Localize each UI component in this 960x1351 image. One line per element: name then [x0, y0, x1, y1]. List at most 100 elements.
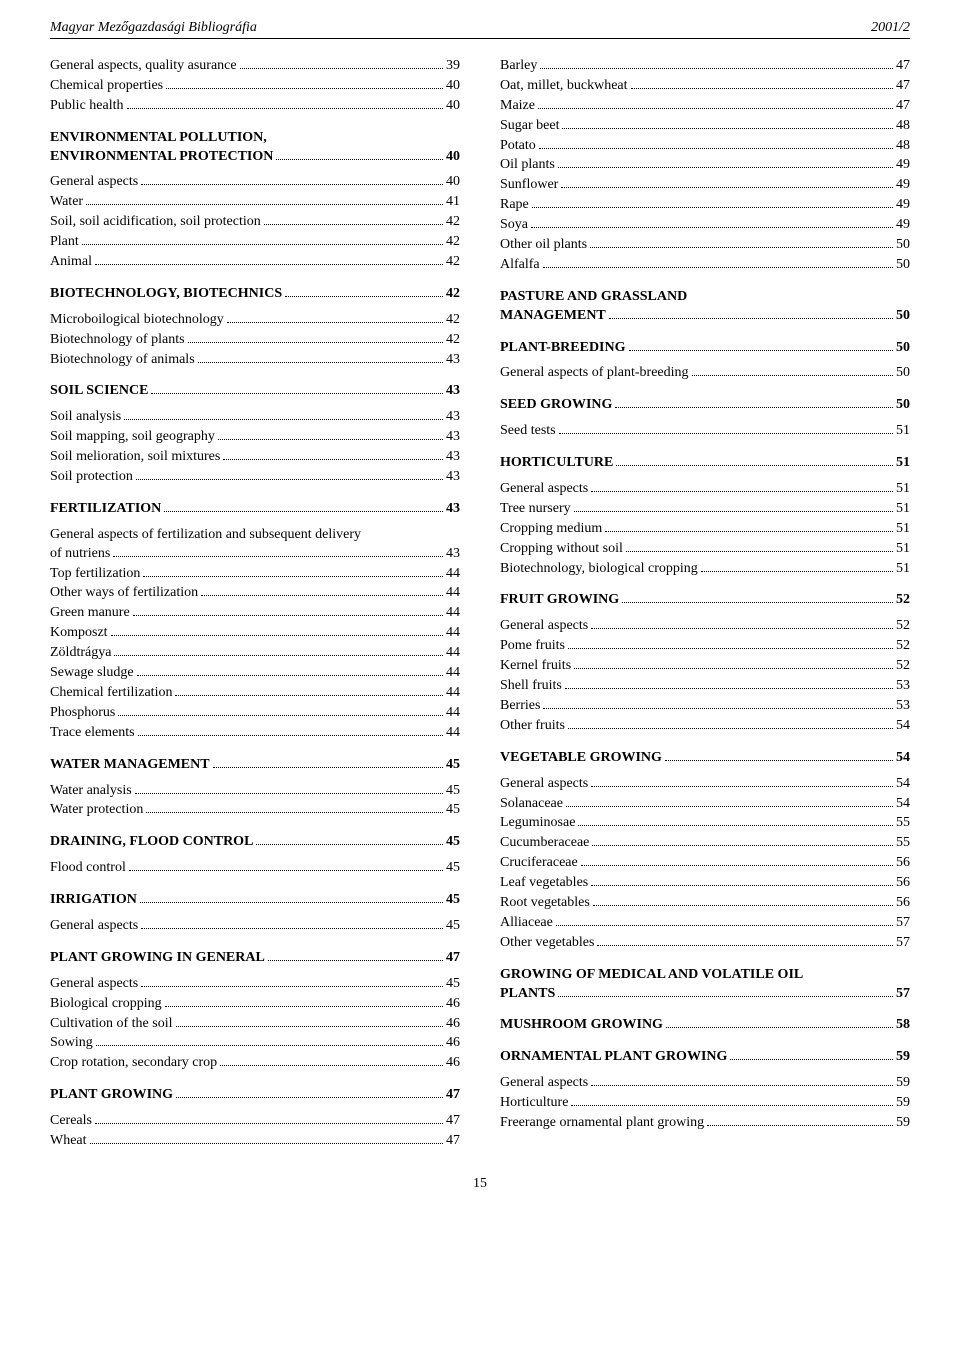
toc-page-number: 57	[896, 985, 910, 1004]
page-number: 15	[50, 1176, 910, 1192]
toc-entry: Animal42	[50, 253, 460, 272]
toc-label: Sewage sludge	[50, 664, 134, 683]
toc-entry: Pome fruits52	[500, 637, 910, 656]
toc-label: Biological cropping	[50, 995, 162, 1014]
header-right: 2001/2	[871, 20, 910, 36]
toc-page-number: 56	[896, 874, 910, 893]
toc-leader-dots	[565, 688, 893, 689]
toc-page-number: 43	[446, 408, 460, 427]
toc-page-number: 56	[896, 894, 910, 913]
toc-page-number: 43	[446, 500, 460, 519]
toc-page-number: 43	[446, 468, 460, 487]
toc-page-number: 51	[896, 480, 910, 499]
toc-entry: General aspects of plant-breeding50	[500, 364, 910, 383]
toc-right-column: Barley47Oat, millet, buckwheat47Maize47S…	[500, 57, 910, 1152]
toc-page-number: 45	[446, 859, 460, 878]
toc-entry: Other vegetables57	[500, 934, 910, 953]
toc-page-number: 40	[446, 77, 460, 96]
toc-label: SOIL SCIENCE	[50, 382, 148, 401]
toc-label: Animal	[50, 253, 92, 272]
spacer	[500, 954, 910, 966]
toc-leader-dots	[626, 551, 893, 552]
toc-page-number: 50	[896, 339, 910, 358]
toc-label: Zöldtrágya	[50, 644, 111, 663]
toc-entry: WATER MANAGEMENT45	[50, 756, 460, 775]
toc-leader-dots	[198, 362, 443, 363]
toc-leader-dots	[532, 207, 893, 208]
toc-leader-dots	[201, 595, 443, 596]
toc-entry: Soil, soil acidification, soil protectio…	[50, 213, 460, 232]
spacer	[50, 370, 460, 382]
toc-label: Biotechnology of plants	[50, 331, 185, 350]
toc-entry: Root vegetables56	[500, 894, 910, 913]
toc-leader-dots	[692, 375, 893, 376]
toc-label: Solanaceae	[500, 795, 563, 814]
toc-entry: Chemical fertilization44	[50, 684, 460, 703]
toc-label: Water protection	[50, 801, 143, 820]
toc-label: Other oil plants	[500, 236, 587, 255]
toc-page-number: 45	[446, 833, 460, 852]
toc-page-number: 59	[896, 1048, 910, 1067]
toc-page-number: 45	[446, 891, 460, 910]
toc-label: Pome fruits	[500, 637, 565, 656]
spacer	[50, 937, 460, 949]
toc-label: General aspects, quality asurance	[50, 57, 237, 76]
toc-page-number: 49	[896, 176, 910, 195]
toc-label: Tree nursery	[500, 500, 571, 519]
toc-entry: Crop rotation, secondary crop 46	[50, 1054, 460, 1073]
toc-leader-dots	[571, 1105, 893, 1106]
toc-entry: Biotechnology of animals43	[50, 351, 460, 370]
toc-label: Water analysis	[50, 782, 132, 801]
toc-leader-dots	[176, 1026, 444, 1027]
toc-leader-dots	[701, 571, 893, 572]
toc-leader-dots	[591, 491, 893, 492]
toc-entry: Seed tests51	[500, 422, 910, 441]
toc-label: Other vegetables	[500, 934, 594, 953]
toc-page-number: 52	[896, 617, 910, 636]
toc-label: Cucumberaceae	[500, 834, 589, 853]
toc-label: Soil mapping, soil geography	[50, 428, 215, 447]
toc-entry: Soya49	[500, 216, 910, 235]
toc-label: Water	[50, 193, 83, 212]
spacer	[50, 744, 460, 756]
toc-page-number: 45	[446, 975, 460, 994]
toc-page-number: 46	[446, 1054, 460, 1073]
toc-page-number: 59	[896, 1114, 910, 1133]
toc-leader-dots	[223, 459, 443, 460]
toc-page-number: 51	[896, 520, 910, 539]
toc-leader-dots	[666, 1027, 893, 1028]
toc-entry: Leguminosae55	[500, 814, 910, 833]
toc-label: Cruciferaceae	[500, 854, 578, 873]
spacer	[50, 879, 460, 891]
toc-leader-dots	[151, 393, 443, 394]
toc-page-number: 43	[446, 428, 460, 447]
spacer	[500, 276, 910, 288]
toc-entry: Phosphorus44	[50, 704, 460, 723]
toc-leader-dots	[86, 204, 443, 205]
toc-label: Crop rotation, secondary crop	[50, 1054, 217, 1073]
toc-page-number: 40	[446, 97, 460, 116]
toc-leader-dots	[166, 88, 443, 89]
toc-label: General aspects of plant-breeding	[500, 364, 689, 383]
spacer	[50, 273, 460, 285]
toc-page-number: 41	[446, 193, 460, 212]
toc-page-number: 44	[446, 664, 460, 683]
toc-leader-dots	[615, 407, 893, 408]
toc-entry: Alliaceae57	[500, 914, 910, 933]
toc-leader-dots	[591, 1085, 893, 1086]
toc-leader-dots	[540, 68, 893, 69]
toc-page-number: 50	[896, 396, 910, 415]
toc-entry: IRRIGATION45	[50, 891, 460, 910]
toc-label: VEGETABLE GROWING	[500, 749, 662, 768]
toc-label: Kernel fruits	[500, 657, 571, 676]
toc-leader-dots	[176, 1097, 443, 1098]
toc-entry: Soil protection43	[50, 468, 460, 487]
toc-leader-dots	[141, 184, 443, 185]
toc-entry: Sewage sludge 44	[50, 664, 460, 683]
toc-leader-dots	[240, 68, 443, 69]
toc-label: Cropping without soil	[500, 540, 623, 559]
toc-leader-dots	[118, 715, 443, 716]
toc-leader-dots	[561, 187, 893, 188]
toc-entry: Horticulture59	[500, 1094, 910, 1113]
toc-label: BIOTECHNOLOGY, BIOTECHNICS	[50, 285, 282, 304]
